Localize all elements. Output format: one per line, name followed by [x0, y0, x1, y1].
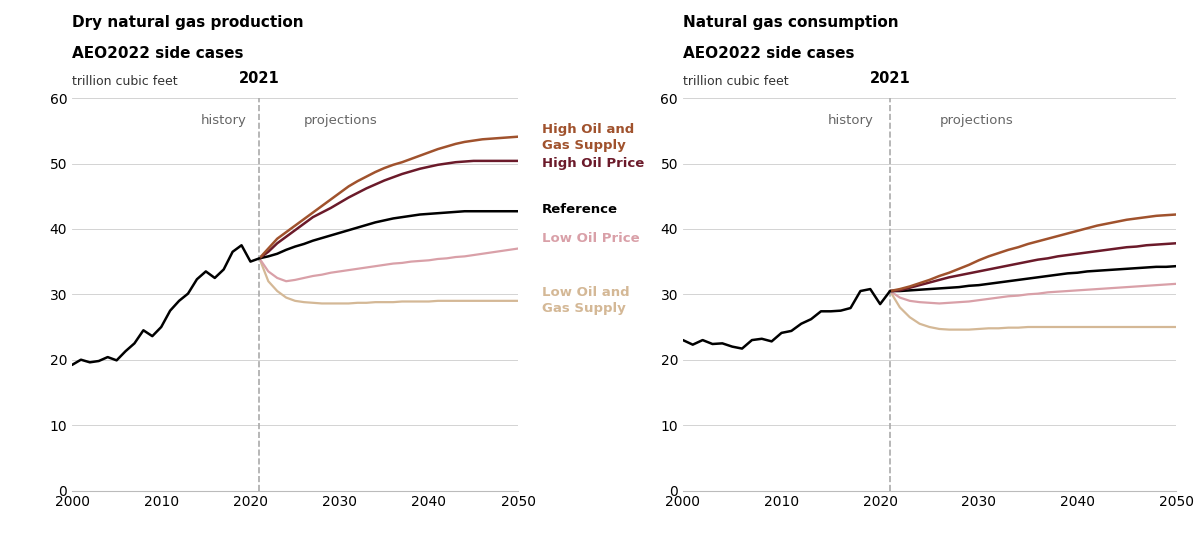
Text: High Oil and
Gas Supply: High Oil and Gas Supply [542, 123, 634, 152]
Text: projections: projections [304, 114, 378, 127]
Text: High Oil Price: High Oil Price [542, 157, 644, 170]
Text: trillion cubic feet: trillion cubic feet [72, 75, 178, 88]
Text: Reference: Reference [542, 203, 618, 216]
Text: history: history [828, 114, 874, 127]
Text: Low Oil and
Gas Supply: Low Oil and Gas Supply [542, 286, 630, 316]
Text: trillion cubic feet: trillion cubic feet [683, 75, 788, 88]
Text: history: history [200, 114, 247, 127]
Text: AEO2022 side cases: AEO2022 side cases [72, 46, 244, 61]
Text: 2021: 2021 [870, 71, 911, 86]
Text: Low Oil Price: Low Oil Price [542, 232, 640, 245]
Text: AEO2022 side cases: AEO2022 side cases [683, 46, 854, 61]
Text: 2021: 2021 [239, 71, 280, 86]
Text: Natural gas consumption: Natural gas consumption [683, 15, 899, 30]
Text: Dry natural gas production: Dry natural gas production [72, 15, 304, 30]
Text: projections: projections [940, 114, 1013, 127]
